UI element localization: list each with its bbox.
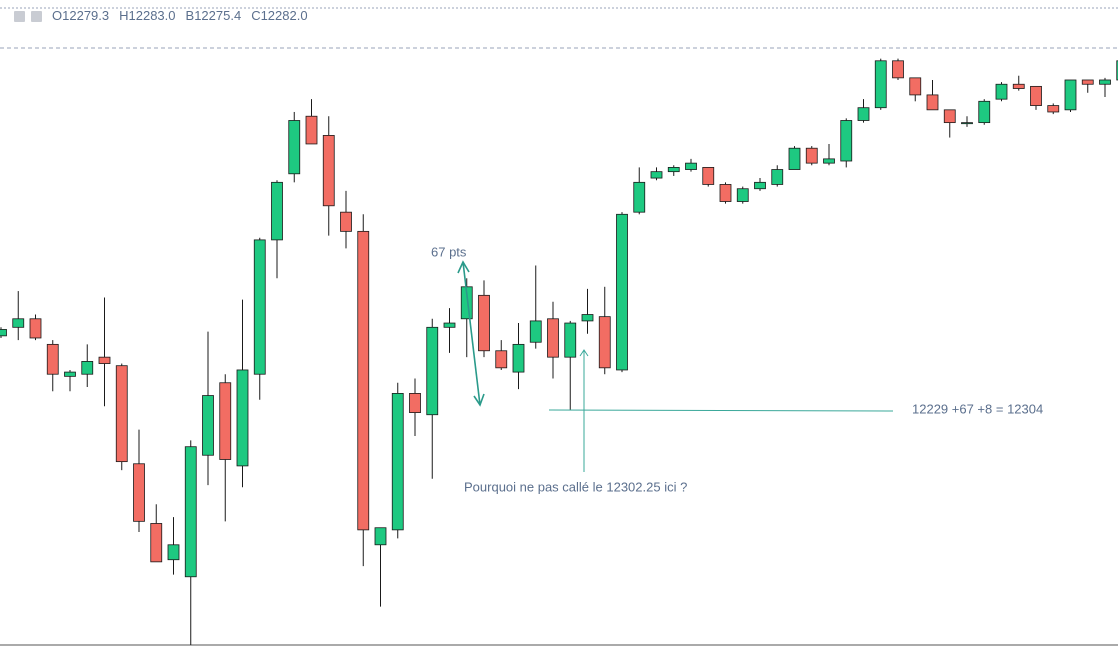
candle-down [892,60,904,79]
candle-down [98,356,111,364]
candle-up [823,158,835,164]
candles [0,58,1118,645]
icon-source[interactable] [31,11,42,22]
header-value: 12275.4 [194,8,241,23]
candle-up [616,213,628,371]
candle-up [1116,60,1118,81]
candle-up [1064,79,1077,111]
pointer-arrow [579,349,589,472]
candle-down [150,523,163,563]
candle-up [754,181,766,190]
candle-up [736,188,749,202]
candle-up [391,393,404,531]
candle-up [978,100,991,124]
candle-down [1030,85,1042,106]
candle-down [598,316,611,369]
icon-settings[interactable] [14,11,25,22]
header-key: H [119,8,128,23]
candle-up [0,329,7,337]
range-label: 67 pts [431,244,467,259]
candle-up [81,361,94,375]
candle-up [1099,79,1111,85]
candle-up [771,169,784,185]
candle-up [788,147,801,170]
candle-up [633,181,646,213]
header-value: 12282.0 [261,8,308,23]
candle-down [495,350,508,369]
candle-up [253,239,266,375]
candle-up [529,320,542,343]
candle-down [322,135,335,207]
candle-up [961,122,973,125]
candle-up [374,527,387,546]
candle-up [857,107,870,121]
candle-up [840,120,853,162]
level-line [548,409,894,412]
candle-down [1047,105,1060,113]
candle-down [357,230,370,531]
candle-up [581,314,594,322]
candle-down [133,463,145,522]
candle-down [702,166,715,185]
candle-down [547,318,559,358]
candle-down [340,211,352,232]
candle-up [667,166,680,173]
header-value: 12283.0 [129,8,176,23]
header-key: B [186,8,195,23]
candle-down [219,382,232,460]
header-value: 12279.3 [62,8,109,23]
candle-down [909,77,922,96]
candle-up [271,181,283,241]
range-arrow [457,260,485,407]
candle-up [426,326,439,416]
candle-down [305,115,318,145]
candle-up [236,369,249,467]
candle-up [512,343,525,373]
candle-down [943,109,956,124]
candle-down [926,94,939,111]
candle-up [874,60,887,109]
candle-up [564,322,577,358]
candle-up [443,322,456,328]
candle-down [1012,83,1025,89]
candle-up [288,120,301,175]
candle-up [995,83,1008,100]
candle-up [12,318,25,328]
header-key: C [251,8,260,23]
question-label: Pourquoi ne pas callé le 12302.25 ici ? [464,479,687,494]
candle-up [202,395,214,456]
candle-down [409,393,421,413]
candle-down [29,318,42,339]
candle-up [685,162,697,170]
candle-down [1081,79,1094,85]
candle-up [184,446,197,578]
ohlc-header: O12279.3 H12283.0 B12275.4 C12282.0 [52,8,308,23]
candle-up [650,171,663,179]
header-key: O [52,8,62,23]
candle-down [478,294,490,352]
candle-down [115,365,128,463]
candle-down [719,184,732,202]
candle-down [46,343,59,375]
candle-up [64,371,76,377]
candle-up [167,544,180,561]
candle-down [805,147,818,164]
sum-label: 12229 +67 +8 = 12304 [912,401,1043,416]
